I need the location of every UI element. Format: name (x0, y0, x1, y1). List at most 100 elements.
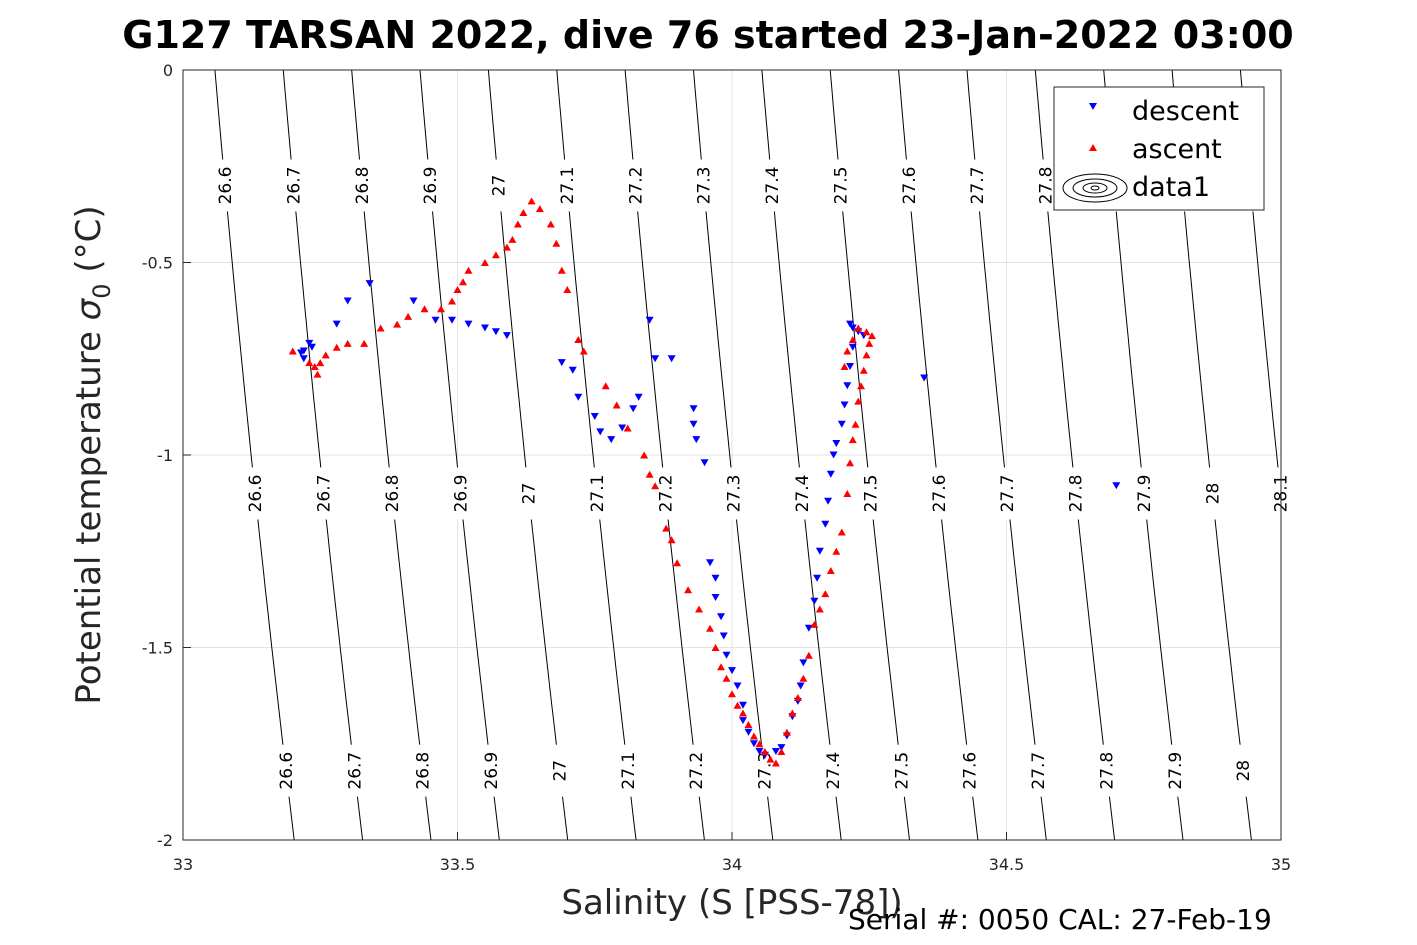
contour-label: 28 (1203, 483, 1223, 505)
descent-point (719, 632, 728, 640)
contour-label: 27.8 (1067, 475, 1087, 513)
ascent-point (321, 351, 330, 359)
ascent-point (667, 536, 676, 544)
ascent-point (464, 266, 473, 274)
descent-point (810, 597, 819, 605)
contour-label-bg (616, 744, 639, 797)
ascent-point (313, 370, 322, 378)
contour-label: 26.8 (353, 167, 373, 205)
descent-point (837, 420, 846, 428)
contour-label-bg (312, 467, 335, 520)
ascent-point (848, 436, 857, 444)
contour-label-bg (350, 159, 373, 212)
contour-label: 27.4 (824, 752, 844, 790)
descent-point (700, 459, 709, 467)
contour-label-bg (380, 467, 403, 520)
descent-point (634, 393, 643, 401)
descent-point (840, 401, 849, 409)
descent-point (365, 280, 374, 288)
ascent-point (519, 208, 528, 216)
descent-point (651, 355, 660, 363)
y-tick-label: -1 (157, 446, 173, 465)
descent-point (711, 593, 720, 601)
contour-label: 26.8 (383, 475, 403, 513)
descent-point (738, 701, 747, 709)
contour-label: 27.4 (763, 167, 783, 205)
descent-point (692, 436, 701, 444)
descent-point (431, 316, 440, 324)
contour-label: 26.9 (421, 167, 441, 205)
ascent-point (546, 220, 555, 228)
contour-label-bg (761, 159, 784, 212)
legend-descent-marker (1089, 103, 1097, 110)
descent-point (448, 316, 457, 324)
y-tick-label: -1.5 (142, 639, 173, 658)
y-axis-label-sigma: σ (69, 297, 109, 320)
ascent-point (404, 312, 413, 320)
ascent-point (760, 747, 769, 755)
ascent-point (862, 351, 871, 359)
contour-label-bg (890, 744, 913, 797)
y-axis-label: Potential temperature σ0 (°C) (69, 205, 116, 704)
descent-point (590, 413, 599, 420)
contour-label-bg (1095, 744, 1118, 797)
descent-point (717, 613, 726, 621)
descent-point (771, 747, 780, 755)
contour-label: 27.3 (725, 475, 745, 513)
descent-point (843, 382, 852, 390)
contour-label: 27.1 (558, 167, 578, 205)
descent-point (744, 728, 753, 736)
ascent-point (508, 235, 517, 243)
contour-label-bg (1201, 467, 1224, 520)
contour-label-bg (244, 467, 267, 520)
contour-label-bg (722, 467, 745, 520)
contour-label: 26.7 (284, 167, 304, 205)
y-axis-label-unit: (°C) (69, 205, 109, 283)
y-tick-label: 0 (163, 61, 173, 80)
contour-label: 26.9 (451, 475, 471, 513)
contour-label: 27 (490, 175, 510, 197)
descent-point (804, 624, 813, 632)
ascent-point (865, 339, 874, 347)
contour-label-bg (1034, 159, 1057, 212)
legend-box (1053, 86, 1265, 211)
descent-point (848, 343, 857, 351)
ascent-point (601, 382, 610, 390)
contour-label: 27.7 (998, 475, 1018, 513)
contour-label-bg (585, 467, 608, 520)
ascent-point (810, 620, 819, 628)
descent-point (706, 559, 715, 567)
descent-point (832, 439, 841, 447)
ascent-point (651, 482, 660, 490)
ascent-point (305, 359, 314, 367)
ascent-point (458, 278, 467, 286)
contour-label: 28 (1234, 760, 1254, 782)
ascent-point (563, 285, 572, 293)
contour-label: 26.7 (345, 752, 365, 790)
legend-descent-label: descent (1132, 96, 1239, 127)
legend-data1-label: data1 (1132, 172, 1210, 203)
ascent-point (480, 259, 489, 266)
ascent-point (859, 366, 868, 374)
ascent-point (862, 328, 871, 336)
contour-label-bg (517, 467, 540, 520)
contour-label-bg (1232, 744, 1255, 797)
contour-label-bg (654, 467, 677, 520)
ascent-point (728, 690, 736, 698)
ascent-point (332, 343, 341, 351)
ascent-point (640, 451, 649, 459)
descent-point (777, 744, 786, 752)
ascent-point (821, 590, 830, 598)
contour-label: 27.2 (656, 475, 676, 513)
ascent-point (848, 336, 857, 343)
ascent-point (837, 528, 846, 536)
contour-label-bg (927, 467, 950, 520)
contour-label: 27 (550, 760, 570, 782)
descent-point (824, 497, 833, 505)
legend-ascent-marker (1089, 144, 1097, 151)
descent-point (755, 747, 764, 755)
x-tick-label: 34 (722, 855, 742, 874)
descent-point (920, 374, 929, 382)
ascent-point (393, 320, 402, 328)
